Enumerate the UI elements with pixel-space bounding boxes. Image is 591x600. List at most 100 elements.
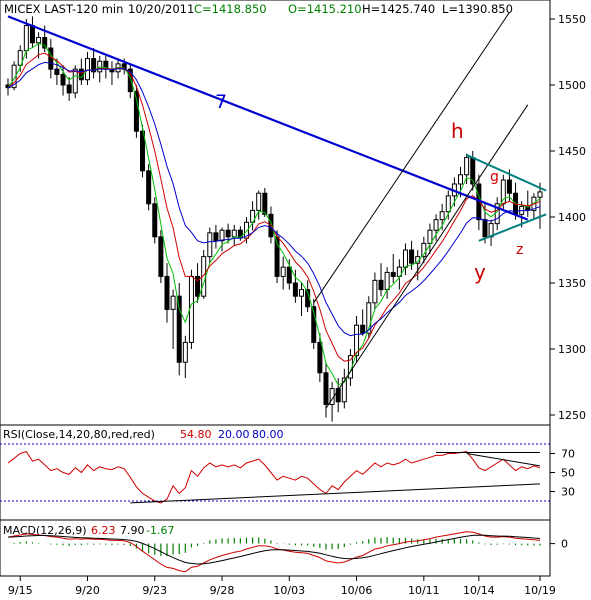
macd-header: MACD(12,26,9) 6.23 7.90 -1.67	[3, 524, 174, 537]
candle-body	[133, 91, 139, 132]
candle-body	[182, 341, 188, 363]
candle-body	[91, 58, 97, 73]
candle-body	[317, 341, 323, 374]
x-tick-label: 9/20	[75, 584, 100, 597]
candle-body	[390, 271, 396, 277]
candle-body	[500, 179, 506, 205]
rsi-lower: 20.00	[218, 428, 250, 441]
header-symbol: MICEX LAST-120 min	[4, 2, 123, 16]
candle-body	[378, 279, 384, 291]
candle-body	[292, 282, 298, 297]
macd-signal-value: 7.90	[120, 524, 145, 537]
price-tick-label: 1250	[558, 409, 586, 422]
candle-body	[506, 179, 512, 194]
candle-body	[11, 64, 17, 89]
candle-body	[23, 25, 29, 52]
price-tick-label: 1350	[558, 277, 586, 290]
rsi-header: RSI(Close,14,20,80,red,red) 54.80 20.00 …	[3, 428, 284, 441]
candle-body	[158, 236, 164, 277]
chart-header: MICEX LAST-120 min 10/20/2011 C=1418.850…	[4, 2, 513, 16]
rsi-tick-label: 30	[561, 486, 575, 499]
annotation-g: g	[490, 169, 499, 185]
rsi-support-line	[130, 483, 541, 504]
header-open: O=1415.210	[288, 2, 362, 16]
trend-overlays	[7, 12, 547, 409]
candle-body	[464, 157, 470, 176]
candle-body	[176, 295, 182, 363]
candle-body	[445, 195, 451, 213]
candle-body	[48, 47, 54, 70]
rsi-plot: 70 50 30	[0, 443, 575, 504]
moving-averages	[7, 42, 541, 386]
header-high: H=1425.740	[362, 2, 435, 16]
rsi-label: RSI(Close,14,20,80,red,red)	[3, 428, 155, 441]
candle-body	[231, 229, 237, 238]
macd-hist-value: -1.67	[146, 524, 174, 537]
macd-line	[7, 531, 541, 573]
rsi-tick-label: 50	[561, 467, 575, 480]
price-tick-label: 1400	[558, 211, 586, 224]
macd-tick-label: 0	[561, 538, 568, 551]
candle-body	[323, 372, 329, 405]
x-tick-label: 9/15	[8, 584, 33, 597]
channel-lower-line	[325, 104, 529, 409]
candle-body	[164, 275, 170, 310]
x-axis: 9/15 9/20 9/23 9/28 10/03 10/06 10/11 10/14 10/1…	[8, 576, 556, 597]
candle-body	[54, 68, 60, 75]
x-tick-label: 9/28	[210, 584, 235, 597]
candle-body	[482, 219, 488, 238]
macd-label: MACD(12,26,9)	[3, 524, 87, 537]
candle-body	[66, 84, 72, 94]
candle-body	[243, 221, 249, 239]
candle-body	[146, 170, 152, 205]
candle-body	[286, 266, 292, 284]
annotation-z: z	[516, 242, 523, 258]
candle-body	[195, 275, 201, 297]
candle-body	[439, 211, 445, 221]
candle-body	[311, 306, 317, 343]
candle-body	[213, 232, 219, 242]
candle-body	[372, 279, 378, 304]
x-tick-label: 10/14	[463, 584, 495, 597]
candle-body	[537, 191, 543, 198]
candle-body	[72, 68, 78, 94]
candle-body	[458, 174, 464, 185]
macd-signal-line	[7, 534, 541, 565]
price-axis: 1550 1500 1450 1400 1350 1300 1250	[550, 13, 586, 422]
annotation-h: h	[451, 119, 464, 143]
candle-body	[360, 324, 366, 334]
ma-fast-line	[7, 42, 541, 386]
candle-body	[396, 266, 402, 277]
annotation-7: 7	[215, 91, 227, 113]
trendline-7	[7, 15, 529, 221]
candle-body	[421, 242, 427, 258]
candle-body	[427, 229, 433, 244]
candle-body	[78, 68, 84, 81]
x-tick-label: 10/06	[341, 584, 373, 597]
triangle-upper-line	[466, 154, 547, 192]
price-tick-label: 1300	[558, 343, 586, 356]
candlesticks	[5, 16, 543, 422]
candle-body	[341, 377, 347, 403]
header-date: 10/20/2011	[128, 2, 194, 16]
candle-body	[170, 295, 176, 310]
candle-body	[402, 249, 408, 268]
rsi-upper: 80.00	[252, 428, 284, 441]
candle-body	[152, 203, 158, 238]
candle-body	[127, 68, 133, 93]
candle-body	[140, 130, 146, 172]
ma-slow-line	[7, 61, 541, 337]
candle-body	[84, 58, 90, 81]
triangle-lower-line	[478, 213, 547, 242]
macd-value: 6.23	[91, 524, 116, 537]
price-tick-label: 1550	[558, 13, 586, 26]
rsi-tick-label: 70	[561, 448, 575, 461]
candle-body	[42, 36, 48, 49]
header-close: C=1418.850	[194, 2, 267, 16]
rsi-value: 54.80	[180, 428, 212, 441]
annotation-y: y	[474, 260, 486, 284]
candle-body	[335, 388, 341, 403]
channel-upper-line	[313, 12, 510, 304]
x-tick-label: 10/11	[408, 584, 440, 597]
